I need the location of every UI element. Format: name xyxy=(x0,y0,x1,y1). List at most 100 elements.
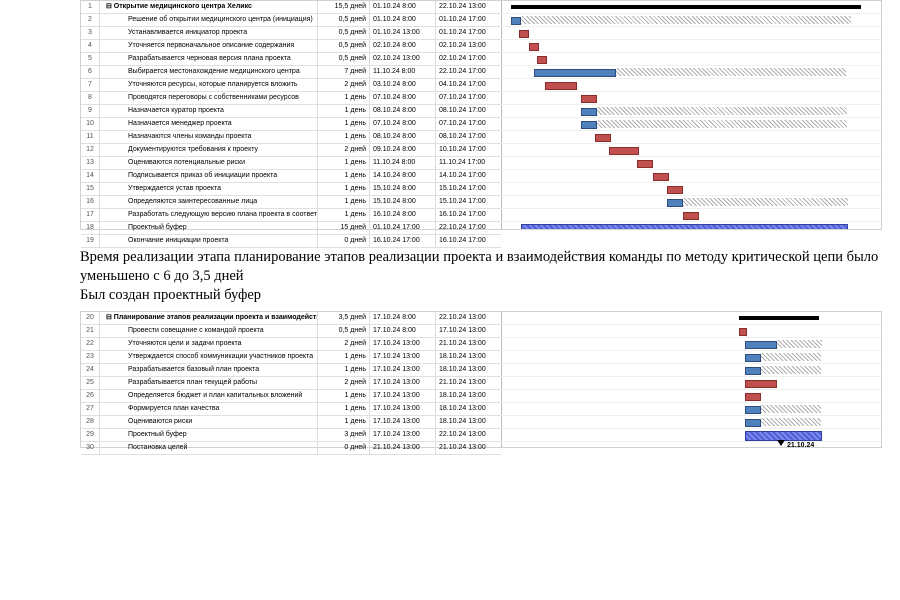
chart-row xyxy=(501,105,881,118)
task-name: Проводятся переговоры с собственниками р… xyxy=(100,92,318,104)
table-row: 22Уточняются цели и задачи проекта2 дней… xyxy=(81,338,501,351)
slack-region xyxy=(683,198,848,206)
slack-region xyxy=(761,353,821,361)
start-date: 01.10.24 17:00 xyxy=(370,222,436,234)
duration: 3,5 дней xyxy=(318,312,370,324)
gantt-chart-top: 16.10.24 xyxy=(501,1,881,229)
duration: 2 дней xyxy=(318,377,370,389)
table-row: 20⊟ Планирование этапов реализации проек… xyxy=(81,312,501,325)
task-name: Назначается менеджер проекта xyxy=(100,118,318,130)
gantt-bar xyxy=(521,224,848,229)
table-row: 14Подписывается приказ об инициации прое… xyxy=(81,170,501,183)
duration: 2 дней xyxy=(318,79,370,91)
row-number: 8 xyxy=(81,92,100,104)
duration: 1 день xyxy=(318,403,370,415)
duration: 1 день xyxy=(318,196,370,208)
task-name: ⊟ Планирование этапов реализации проекта… xyxy=(100,312,318,324)
row-number: 29 xyxy=(81,429,100,441)
table-row: 28Оцениваются риски1 день17.10.24 13:001… xyxy=(81,416,501,429)
table-row: 8Проводятся переговоры с собственниками … xyxy=(81,92,501,105)
start-date: 15.10.24 8:00 xyxy=(370,196,436,208)
row-number: 5 xyxy=(81,53,100,65)
chart-row xyxy=(501,364,881,377)
table-row: 21Провести совещание с командой проекта0… xyxy=(81,325,501,338)
end-date: 18.10.24 13:00 xyxy=(436,351,501,363)
task-name: Разрабатывается черновая версия плана пр… xyxy=(100,53,318,65)
row-number: 24 xyxy=(81,364,100,376)
body-line-2: Был создан проектный буфер xyxy=(80,287,261,303)
start-date: 11.10.24 8:00 xyxy=(370,157,436,169)
task-name: Документируются требования к проекту xyxy=(100,144,318,156)
start-date: 17.10.24 13:00 xyxy=(370,429,436,441)
start-date: 17.10.24 13:00 xyxy=(370,403,436,415)
table-row: 29Проектный буфер3 дней17.10.24 13:0022.… xyxy=(81,429,501,442)
duration: 0,5 дней xyxy=(318,40,370,52)
start-date: 15.10.24 8:00 xyxy=(370,183,436,195)
gantt-bar xyxy=(745,341,777,349)
row-number: 19 xyxy=(81,235,100,247)
end-date: 18.10.24 13:00 xyxy=(436,390,501,402)
duration: 1 день xyxy=(318,416,370,428)
table-row: 1⊟ Открытие медицинского центра Хеликс15… xyxy=(81,1,501,14)
table-row: 3Устанавливается инициатор проекта0,5 дн… xyxy=(81,27,501,40)
end-date: 16.10.24 17:00 xyxy=(436,235,501,247)
gantt-bar xyxy=(745,419,761,427)
duration: 1 день xyxy=(318,92,370,104)
chart-row xyxy=(501,27,881,40)
task-name: Оцениваются риски xyxy=(100,416,318,428)
duration: 2 дней xyxy=(318,338,370,350)
start-date: 17.10.24 13:00 xyxy=(370,338,436,350)
gantt-bar xyxy=(545,82,577,90)
duration: 0 дней xyxy=(318,442,370,454)
chart-row xyxy=(501,390,881,403)
end-date: 22.10.24 13:00 xyxy=(436,1,501,13)
table-row: 16Определяются заинтересованные лица1 де… xyxy=(81,196,501,209)
chart-row xyxy=(501,196,881,209)
row-number: 27 xyxy=(81,403,100,415)
end-date: 22.10.24 13:00 xyxy=(436,312,501,324)
row-number: 15 xyxy=(81,183,100,195)
table-row: 13Оцениваются потенциальные риски1 день1… xyxy=(81,157,501,170)
table-row: 2Решение об открытии медицинского центра… xyxy=(81,14,501,27)
row-number: 3 xyxy=(81,27,100,39)
duration: 1 день xyxy=(318,118,370,130)
row-number: 10 xyxy=(81,118,100,130)
gantt-bar xyxy=(581,95,597,103)
row-number: 14 xyxy=(81,170,100,182)
task-name: Определяются заинтересованные лица xyxy=(100,196,318,208)
row-number: 18 xyxy=(81,222,100,234)
chart-row xyxy=(501,183,881,196)
row-number: 22 xyxy=(81,338,100,350)
task-name: Проектный буфер xyxy=(100,222,318,234)
end-date: 15.10.24 17:00 xyxy=(436,196,501,208)
task-name: Назначаются члены команды проекта xyxy=(100,131,318,143)
end-date: 07.10.24 17:00 xyxy=(436,118,501,130)
end-date: 01.10.24 17:00 xyxy=(436,14,501,26)
milestone-date: 21.10.24 xyxy=(787,442,814,447)
end-date: 21.10.24 13:00 xyxy=(436,338,501,350)
chart-row xyxy=(501,1,881,14)
gantt-bar xyxy=(581,121,597,129)
start-date: 07.10.24 8:00 xyxy=(370,92,436,104)
row-number: 4 xyxy=(81,40,100,52)
gantt-bar xyxy=(595,134,611,142)
chart-row xyxy=(501,338,881,351)
table-row: 23Утверждается способ коммуникации участ… xyxy=(81,351,501,364)
row-number: 23 xyxy=(81,351,100,363)
slack-region xyxy=(761,366,821,374)
task-name: Утверждается способ коммуникации участни… xyxy=(100,351,318,363)
start-date: 17.10.24 8:00 xyxy=(370,312,436,324)
end-date: 07.10.24 17:00 xyxy=(436,92,501,104)
table-row: 26Определяется бюджет и план капитальных… xyxy=(81,390,501,403)
task-name: Разработать следующую версию плана проек… xyxy=(100,209,318,221)
row-number: 28 xyxy=(81,416,100,428)
task-name: Формируется план качества xyxy=(100,403,318,415)
table-row: 18Проектный буфер15 дней01.10.24 17:0022… xyxy=(81,222,501,235)
end-date: 10.10.24 17:00 xyxy=(436,144,501,156)
row-number: 17 xyxy=(81,209,100,221)
chart-row xyxy=(501,118,881,131)
gantt-bar xyxy=(529,43,539,51)
end-date: 16.10.24 17:00 xyxy=(436,209,501,221)
gantt-phase-2: 20⊟ Планирование этапов реализации проек… xyxy=(80,311,882,448)
duration: 3 дней xyxy=(318,429,370,441)
